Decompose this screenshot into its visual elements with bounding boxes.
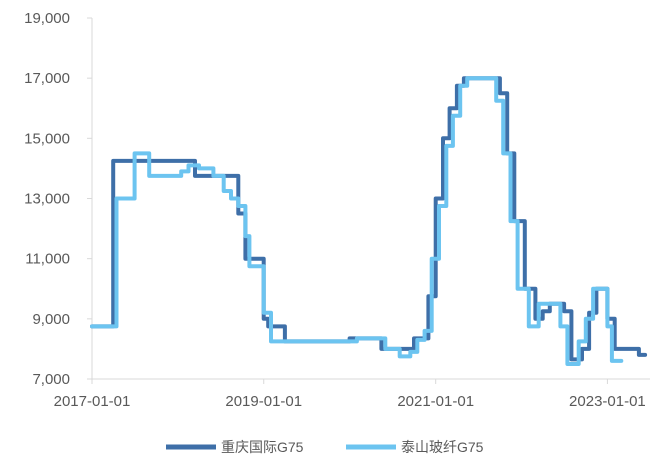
y-tick-label: 15,000 <box>24 130 70 147</box>
y-tick-label: 13,000 <box>24 191 70 208</box>
x-tick-label: 2021-01-01 <box>397 393 474 410</box>
legend-label: 泰山玻纤G75 <box>401 439 484 455</box>
x-tick-label: 2017-01-01 <box>54 393 131 410</box>
x-tick-label: 2023-01-01 <box>569 393 646 410</box>
y-tick-label: 11,000 <box>25 251 70 268</box>
y-tick-label: 9,000 <box>32 311 70 328</box>
y-axis: 7,000 9,000 11,000 13,000 15,000 17,000 19,000 <box>24 10 92 388</box>
series-layer <box>92 78 645 364</box>
legend-label: 重庆国际G75 <box>221 439 304 455</box>
y-tick-label: 19,000 <box>24 10 70 27</box>
y-tick-label: 17,000 <box>24 70 70 87</box>
y-tick-label: 7,000 <box>32 371 70 388</box>
x-tick-label: 2019-01-01 <box>225 393 302 410</box>
legend: 重庆国际G75 泰山玻纤G75 <box>166 439 484 455</box>
series-line-2 <box>92 78 621 364</box>
x-axis: 2017-01-01 2019-01-01 2021-01-01 2023-01-01 <box>54 379 650 410</box>
